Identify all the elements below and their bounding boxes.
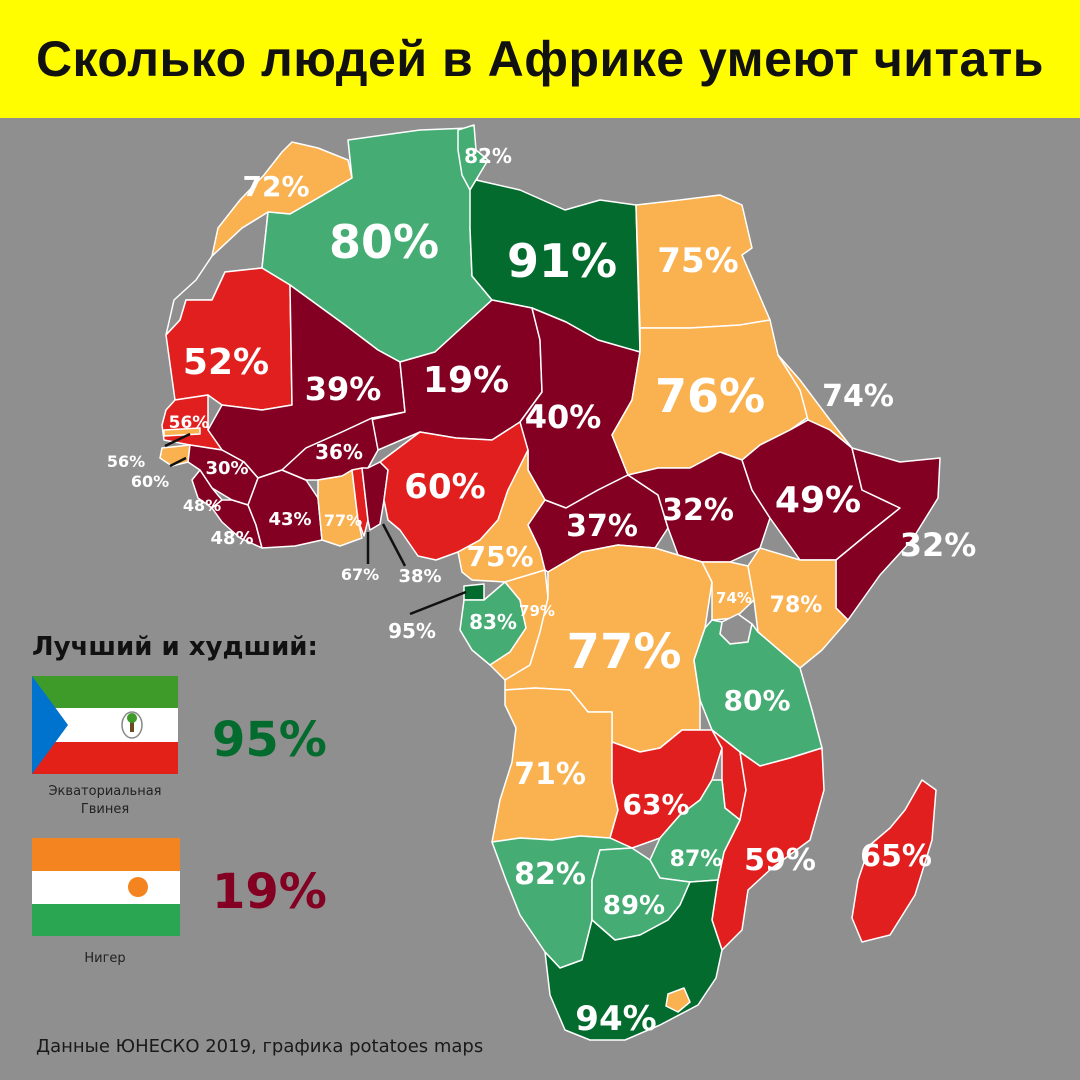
label-cameroon: 75% (466, 540, 533, 573)
label-benin: 38% (398, 566, 441, 587)
label-madagascar: 65% (860, 839, 932, 874)
label-mozambique: 59% (744, 843, 816, 878)
title-bar: Сколько людей в Африке умеют читать (0, 0, 1080, 118)
region-tanzania (693, 619, 823, 767)
leader-line-equatorial-guinea (409, 590, 467, 616)
label-guinea: 30% (205, 458, 248, 479)
label-nigeria: 60% (404, 467, 485, 507)
label-gabon: 83% (469, 610, 517, 634)
label-togo: 67% (341, 565, 379, 584)
leader-line-gambia (164, 432, 191, 448)
label-niger: 19% (423, 360, 509, 401)
label-south-africa: 94% (575, 999, 656, 1039)
label-congo: 79% (519, 602, 555, 620)
label-senegal: 56% (169, 413, 210, 433)
label-uganda: 74% (716, 589, 752, 607)
label-ethiopia: 49% (775, 480, 861, 521)
region-burkina-faso (281, 417, 379, 481)
label-mauritania: 52% (183, 342, 269, 383)
leader-line-benin (381, 523, 407, 567)
region-kenya (747, 547, 849, 669)
region-equatorial-guinea (463, 583, 485, 601)
label-drc: 77% (567, 624, 682, 680)
region-morocco (211, 141, 353, 257)
best-value: 95% (212, 712, 327, 768)
niger-flag (32, 838, 180, 936)
label-sudan: 76% (655, 369, 765, 423)
label-liberia: 48% (210, 528, 253, 549)
label-algeria: 80% (329, 215, 439, 269)
label-equatorial-guinea: 95% (388, 619, 436, 643)
best-country-name: Экваториальная Гвинея (48, 784, 162, 817)
label-tunisia: 82% (464, 144, 512, 168)
region-south-sudan (627, 451, 771, 563)
label-eritrea: 74% (822, 379, 894, 414)
label-egypt: 75% (657, 241, 738, 281)
label-burkina-faso: 36% (315, 440, 363, 464)
label-ghana: 77% (324, 511, 362, 530)
label-botswana: 89% (603, 891, 665, 921)
label-somalia: 32% (900, 526, 977, 564)
label-zambia: 63% (622, 788, 689, 821)
label-car: 37% (566, 509, 638, 544)
region-uganda (701, 561, 755, 621)
label-gambia: 56% (107, 452, 145, 471)
label-morocco: 72% (242, 170, 309, 203)
label-zimbabwe: 87% (670, 847, 723, 872)
label-libya: 91% (507, 234, 617, 288)
leader-line-guinea-bissau (169, 456, 187, 468)
source-credit: Данные ЮНЕСКО 2019, графика potatoes map… (36, 1036, 484, 1057)
region-ghana (317, 469, 363, 547)
region-togo (351, 467, 369, 537)
region-lesotho (665, 987, 691, 1013)
region-madagascar (851, 779, 937, 943)
label-angola: 71% (514, 757, 586, 792)
label-sierra-leone: 48% (183, 496, 221, 515)
label-ivory-coast: 43% (268, 509, 311, 530)
label-tanzania: 80% (723, 684, 790, 717)
label-chad: 40% (525, 398, 602, 436)
worst-country-name: Нигер (84, 951, 126, 966)
page-title: Сколько людей в Африке умеют читать (35, 31, 1045, 87)
label-guinea-bissau: 60% (131, 472, 169, 491)
worst-value: 19% (212, 864, 327, 920)
label-namibia: 82% (514, 857, 586, 892)
equatorial-guinea-flag (32, 676, 178, 774)
region-gambia (163, 427, 201, 437)
label-kenya: 78% (770, 593, 823, 618)
label-south-sudan: 32% (662, 493, 734, 528)
label-mali: 39% (305, 370, 382, 408)
best-worst-heading: Лучший и худший: (32, 632, 318, 662)
